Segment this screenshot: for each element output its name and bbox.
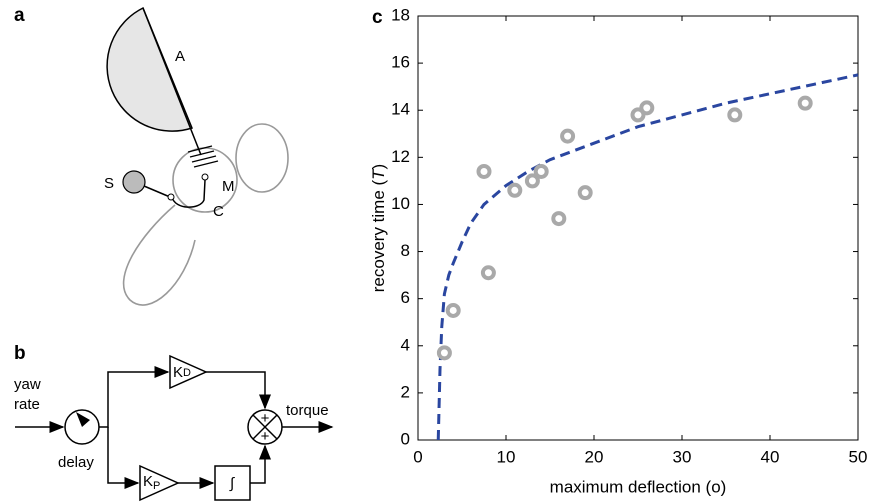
block-diagram: [15, 354, 334, 502]
y-axis-label: ): [369, 164, 388, 170]
data-point: [480, 265, 496, 281]
panel-label: a: [14, 5, 25, 26]
label: +: [261, 428, 270, 445]
connection: [143, 179, 206, 208]
arm-line: [142, 7, 202, 156]
chart: maximum deflection (o) recovery time (T)…: [369, 5, 867, 496]
y-tick-label: 18: [391, 5, 410, 24]
label: P: [153, 480, 160, 492]
panel-label: b: [14, 343, 26, 364]
plot-frame: [417, 15, 859, 441]
label: S: [104, 175, 114, 192]
label: yaw: [14, 376, 41, 393]
y-axis-label: recovery time (T): [369, 164, 388, 292]
sensor: [122, 170, 146, 194]
label: KD: [173, 364, 191, 381]
data-point: [560, 128, 576, 144]
data-point: [445, 302, 461, 318]
x-tick-label: 10: [497, 447, 516, 466]
y-tick-label: 0: [401, 429, 410, 448]
x-axis-label: maximum deflection (o): [550, 477, 727, 496]
data-point: [507, 182, 523, 198]
label: torque: [286, 402, 329, 419]
fit-line: [436, 73, 859, 441]
fly-diagram: [122, 123, 289, 306]
arm: [106, 6, 194, 132]
label: K: [173, 364, 183, 381]
y-tick-label: 8: [401, 241, 410, 260]
y-tick-label: 12: [391, 147, 410, 166]
joint: [167, 193, 175, 201]
label: +: [261, 410, 270, 427]
y-tick-label: 4: [401, 335, 410, 354]
label: KP: [143, 473, 160, 492]
label: delay: [58, 454, 94, 471]
data-point: [797, 95, 813, 111]
x-tick-label: 30: [673, 447, 692, 466]
y-axis-label: recovery time (: [369, 179, 388, 292]
x-tick-label: 20: [585, 447, 604, 466]
muscle: [187, 145, 219, 168]
data-point: [727, 107, 743, 123]
y-tick-label: 16: [391, 53, 410, 72]
y-axis-label: T: [369, 168, 388, 180]
label: rate: [14, 396, 40, 413]
data-point: [639, 100, 655, 116]
data-point: [524, 173, 540, 189]
label: M: [222, 178, 235, 195]
y-tick-label: 10: [391, 194, 410, 213]
x-tick-label: 50: [849, 447, 868, 466]
y-tick-label: 2: [401, 382, 410, 401]
x-tick-label: 0: [413, 447, 422, 466]
label: C: [213, 203, 224, 220]
x-tick-label: 40: [761, 447, 780, 466]
y-tick-label: 6: [401, 288, 410, 307]
label: D: [183, 367, 191, 379]
data-point: [577, 185, 593, 201]
y-tick-label: 14: [391, 100, 410, 119]
data-point: [436, 345, 452, 361]
label: K: [143, 473, 153, 490]
joint: [201, 173, 209, 181]
data-point: [551, 211, 567, 227]
label: A: [175, 48, 185, 65]
label: ∫: [229, 475, 236, 492]
delay-needle: [76, 412, 90, 427]
panel-label: c: [372, 7, 383, 28]
data-point: [533, 163, 549, 179]
data-point: [476, 163, 492, 179]
